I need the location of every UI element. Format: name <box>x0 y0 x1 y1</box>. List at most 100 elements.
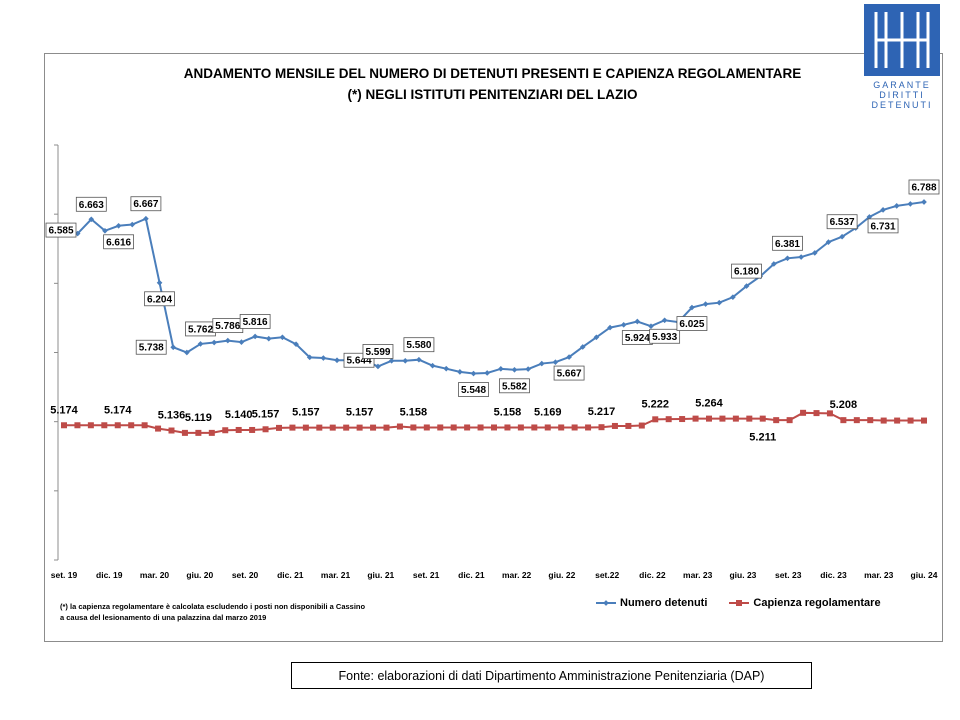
svg-text:GARANTE: GARANTE <box>873 80 931 90</box>
point-capienza <box>907 417 914 424</box>
data-label-capienza: 5.119 <box>185 412 212 424</box>
point-detenuti <box>880 207 886 213</box>
data-label-capienza: 5.157 <box>252 408 280 420</box>
data-label-capienza: 5.136 <box>158 410 186 422</box>
point-detenuti <box>156 279 163 286</box>
point-detenuti <box>429 362 436 369</box>
point-capienza <box>155 425 162 432</box>
svg-text:DETENUTI: DETENUTI <box>872 100 933 110</box>
point-detenuti <box>730 294 736 300</box>
point-capienza <box>759 415 766 422</box>
point-detenuti <box>484 370 491 376</box>
point-detenuti <box>689 304 695 311</box>
point-detenuti <box>702 301 709 307</box>
point-capienza <box>316 424 323 431</box>
point-detenuti <box>784 255 791 262</box>
point-detenuti <box>402 357 409 364</box>
data-label-detenuti: 6.381 <box>775 239 800 250</box>
point-capienza <box>423 424 430 431</box>
point-capienza <box>491 424 497 431</box>
point-detenuti <box>184 349 190 356</box>
data-label-detenuti: 5.933 <box>652 332 677 343</box>
data-label-detenuti: 5.644 <box>347 356 372 367</box>
point-detenuti <box>538 360 545 367</box>
point-capienza <box>517 424 524 431</box>
point-detenuti <box>197 341 204 347</box>
point-detenuti <box>252 333 258 340</box>
point-capienza <box>840 417 847 424</box>
data-label-detenuti: 6.788 <box>911 182 936 193</box>
data-label-box <box>772 235 803 251</box>
point-capienza <box>800 409 807 416</box>
point-detenuti <box>839 233 845 240</box>
data-labels: 6.585 6.663 6.616 6.667 6.204 5.738 5.762 5.786… <box>45 179 940 444</box>
data-label-box <box>239 314 271 329</box>
data-label-capienza: 5.222 <box>641 398 669 410</box>
data-label-detenuti: 6.025 <box>679 319 704 330</box>
point-capienza <box>410 424 417 431</box>
legend-swatch-detenuti <box>596 598 616 608</box>
point-capienza <box>558 424 565 431</box>
data-label-capienza: 5.169 <box>534 406 562 418</box>
point-detenuti <box>211 339 217 346</box>
data-label-detenuti: 5.924 <box>625 333 650 344</box>
point-capienza <box>665 416 672 423</box>
point-detenuti <box>457 369 463 375</box>
point-capienza <box>128 422 135 429</box>
legend-swatch-capienza <box>729 598 750 608</box>
point-capienza <box>625 422 632 429</box>
point-detenuti <box>293 341 299 348</box>
point-capienza <box>504 424 511 431</box>
point-capienza <box>880 417 887 424</box>
data-label-box <box>403 337 435 353</box>
data-label-box <box>867 218 899 234</box>
point-capienza <box>773 417 780 424</box>
legend-label-capienza: Capienza regolamentare <box>753 597 881 609</box>
point-capienza <box>208 429 215 436</box>
series-line-detenuti <box>63 201 925 375</box>
point-detenuti <box>170 344 177 351</box>
point-capienza <box>61 422 67 429</box>
point-capienza <box>87 422 94 429</box>
x-tick-label: set. 21 <box>413 570 440 580</box>
x-tick-label: dic. 21 <box>458 570 485 580</box>
data-label-detenuti: 6.663 <box>79 200 104 211</box>
point-capienza <box>732 415 739 422</box>
point-capienza <box>302 424 309 431</box>
point-capienza <box>598 424 605 431</box>
point-detenuti <box>525 366 531 372</box>
data-label-capienza: 5.217 <box>588 406 616 418</box>
point-capienza <box>101 422 108 429</box>
point-detenuti <box>743 283 750 289</box>
x-tick-label: giu. 20 <box>186 570 213 580</box>
point-capienza <box>813 410 820 417</box>
data-label-box <box>731 263 762 279</box>
y-axis-ticks <box>54 144 58 561</box>
chart-subtitle: (*) NEGLI ISTITUTI PENITENZIARI DEL LAZI… <box>347 87 638 102</box>
point-capienza <box>329 424 336 431</box>
x-tick-label: mar. 23 <box>864 570 894 580</box>
x-tick-label: set. 23 <box>775 570 802 580</box>
point-detenuti <box>443 365 450 372</box>
data-label-capienza: 5.264 <box>695 398 723 410</box>
point-capienza <box>638 422 645 429</box>
data-label-box <box>908 179 940 195</box>
data-label-box <box>499 378 530 394</box>
point-detenuti <box>921 199 927 205</box>
point-detenuti <box>497 365 504 372</box>
point-capienza <box>464 424 471 431</box>
data-label-box <box>144 291 175 307</box>
point-detenuti <box>634 318 641 325</box>
x-tick-label: giu. 23 <box>729 570 756 580</box>
data-label-capienza: 5.208 <box>830 399 858 411</box>
point-detenuti <box>798 254 804 260</box>
point-detenuti <box>306 354 313 361</box>
x-axis-ticks: set. 19 dic. 19 mar. 20 giu. 20 set. 20 dic. … <box>51 570 938 580</box>
point-detenuti <box>866 214 873 220</box>
data-label-box <box>130 196 162 212</box>
data-label-capienza: 5.174 <box>50 404 78 416</box>
data-label-capienza: 5.158 <box>494 406 522 418</box>
point-capienza <box>222 427 229 434</box>
chart-title: ANDAMENTO MENSILE DEL NUMERO DI DETENUTI… <box>183 66 802 81</box>
